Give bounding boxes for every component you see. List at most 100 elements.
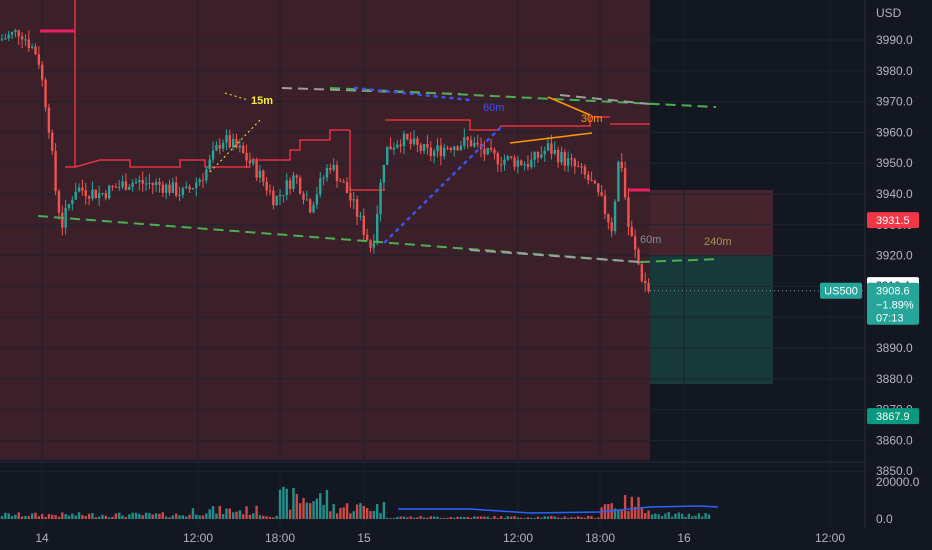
- volume-moving-average: [398, 505, 719, 514]
- candle-body: [245, 153, 248, 161]
- volume-bar: [47, 514, 51, 519]
- price-tick-label: 3970.0: [876, 95, 913, 109]
- candle-body: [349, 193, 352, 201]
- volume-bar: [265, 516, 268, 519]
- candle-body: [275, 196, 278, 206]
- volume-bar: [667, 511, 670, 519]
- candle-body: [0, 39, 4, 41]
- bar-countdown: 07:13: [876, 313, 904, 325]
- volume-bar: [302, 498, 305, 519]
- candle-body: [319, 178, 322, 195]
- volume-bar: [550, 515, 553, 519]
- volume-bar: [654, 513, 657, 519]
- candle-body: [339, 180, 342, 182]
- candle-body: [429, 147, 432, 156]
- candle-body: [188, 186, 191, 190]
- timeframe-annotation: 240m: [704, 236, 732, 248]
- candle-body: [473, 142, 476, 147]
- candle-body: [118, 186, 121, 188]
- volume-bar: [268, 516, 272, 519]
- candle-body: [218, 145, 221, 149]
- volume-bar: [570, 517, 573, 519]
- volume-bar: [489, 518, 493, 519]
- volume-bar: [376, 504, 379, 519]
- volume-bar: [587, 515, 590, 519]
- volume-bar: [523, 518, 526, 519]
- volume-bar: [426, 517, 429, 519]
- volume-bar: [305, 502, 309, 519]
- volume-bar: [322, 504, 325, 519]
- annotations: 15m 60m 30m 60m 240m: [251, 95, 732, 248]
- candle-body: [345, 182, 349, 194]
- volume-bar: [664, 513, 667, 519]
- volume-bar: [486, 516, 489, 519]
- candle-body: [369, 240, 372, 248]
- candle-body: [536, 151, 540, 158]
- volume-bar: [34, 512, 37, 519]
- volume-bar: [278, 489, 282, 519]
- volume-bar: [215, 513, 218, 519]
- symbol-badge-label: US500: [824, 286, 858, 298]
- price-tick-label: 3890.0: [876, 341, 913, 355]
- candle-body: [620, 161, 623, 169]
- volume-bar: [443, 517, 446, 519]
- candle-body: [520, 160, 523, 166]
- time-tick-label: 16: [677, 531, 691, 545]
- price-tick-label: 3920.0: [876, 249, 913, 263]
- candle-body: [530, 159, 533, 168]
- candle-body: [355, 199, 359, 217]
- candle-body: [389, 146, 392, 150]
- time-axis[interactable]: 14 12:00 18:00 15 12:00 18:00 16 12:00: [35, 531, 845, 545]
- background-zones: [0, 0, 773, 460]
- candle-body: [329, 168, 332, 170]
- candle-body: [526, 163, 530, 168]
- channel-15m: [209, 92, 263, 173]
- level-step-line: [500, 116, 610, 127]
- volume-bar: [707, 514, 711, 519]
- volume-bar: [258, 515, 262, 519]
- candle-body: [533, 151, 536, 160]
- volume-bar: [121, 515, 124, 519]
- candle-body: [647, 283, 650, 292]
- price-tick-label: 3960.0: [876, 125, 913, 139]
- candle-body: [459, 145, 463, 151]
- candle-body: [496, 153, 499, 165]
- volume-bar: [124, 517, 128, 519]
- volume-bar: [566, 517, 570, 519]
- candle-body: [309, 199, 312, 213]
- volume-bar: [242, 514, 245, 519]
- volume-bar: [208, 509, 211, 519]
- volume-bar: [275, 515, 278, 519]
- volume-bar: [198, 515, 201, 519]
- volume-bar: [118, 512, 121, 519]
- volume-bar: [617, 509, 620, 519]
- candle-body: [191, 188, 195, 190]
- volume-bar: [84, 516, 87, 519]
- candle-body: [24, 39, 27, 41]
- volume-bar: [288, 509, 292, 519]
- level-step-line: [385, 119, 500, 131]
- volume-bar: [94, 517, 97, 519]
- volume-bar: [419, 515, 422, 519]
- candle-body: [516, 160, 520, 167]
- volume-bar: [151, 514, 154, 519]
- candle-body: [396, 144, 399, 148]
- candle-body: [84, 190, 87, 197]
- candle-body: [386, 146, 389, 165]
- volume-bar: [359, 503, 362, 519]
- volume-bar: [573, 517, 577, 519]
- candle-body: [161, 184, 164, 193]
- candle-body: [128, 186, 131, 190]
- time-tick-label: 12:00: [183, 531, 213, 545]
- volume-bar: [540, 517, 543, 519]
- volume-bar: [506, 516, 510, 519]
- price-tag: 3931.5: [867, 212, 919, 229]
- candle-body: [436, 145, 439, 152]
- volume-bar: [355, 504, 359, 519]
- candle-body: [499, 164, 503, 166]
- candle-body: [111, 185, 114, 187]
- candle-body: [67, 204, 71, 208]
- candle-body: [215, 145, 218, 151]
- volume-bar: [171, 515, 175, 519]
